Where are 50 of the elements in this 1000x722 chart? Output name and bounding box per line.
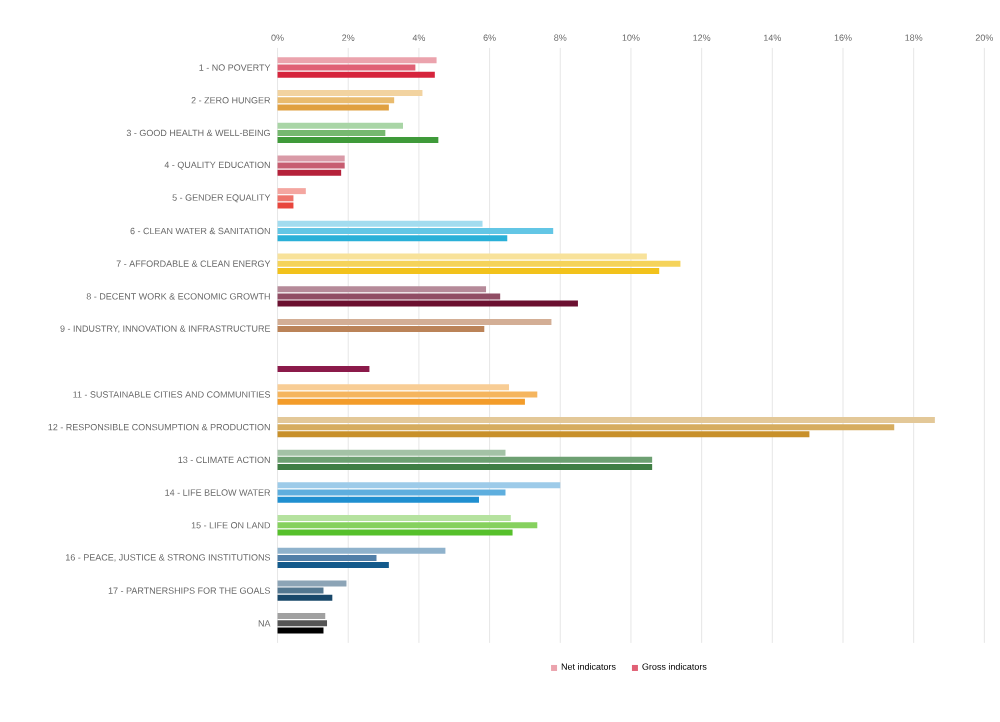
bar <box>277 325 485 332</box>
bar <box>277 391 538 398</box>
bar <box>277 162 345 169</box>
bar <box>277 398 525 405</box>
bar <box>277 96 395 103</box>
bar <box>277 561 389 568</box>
bar <box>277 383 510 390</box>
bar <box>277 612 326 619</box>
bar <box>277 496 479 503</box>
bar <box>277 227 554 234</box>
bar <box>277 463 653 470</box>
bar <box>277 594 333 601</box>
bar <box>277 122 404 129</box>
bar <box>277 554 377 561</box>
bar <box>277 234 508 241</box>
bar <box>277 155 345 162</box>
bar <box>277 456 653 463</box>
bar <box>277 220 483 227</box>
bar <box>277 194 294 201</box>
bar <box>277 300 578 307</box>
bar <box>277 187 306 194</box>
bar <box>277 285 487 292</box>
bar <box>277 136 439 143</box>
bar <box>277 365 370 372</box>
bar <box>277 64 416 71</box>
bar <box>277 514 511 521</box>
bar <box>277 267 660 274</box>
bar <box>277 56 437 63</box>
bar <box>277 587 324 594</box>
bar <box>277 449 506 456</box>
bar <box>277 89 423 96</box>
bar <box>277 619 328 626</box>
bar <box>277 129 386 136</box>
bar <box>277 71 435 78</box>
bar <box>277 430 810 437</box>
bar <box>277 521 538 528</box>
bar <box>277 489 506 496</box>
bar <box>277 253 647 260</box>
bar <box>277 318 552 325</box>
bar <box>277 293 501 299</box>
bar <box>277 104 389 111</box>
bar <box>277 481 561 488</box>
bar <box>277 547 446 554</box>
bar <box>277 260 681 267</box>
bar <box>277 580 347 587</box>
bar <box>277 423 895 430</box>
bar <box>277 416 935 423</box>
bar <box>277 169 342 176</box>
bar <box>277 627 324 634</box>
bar <box>277 529 513 536</box>
